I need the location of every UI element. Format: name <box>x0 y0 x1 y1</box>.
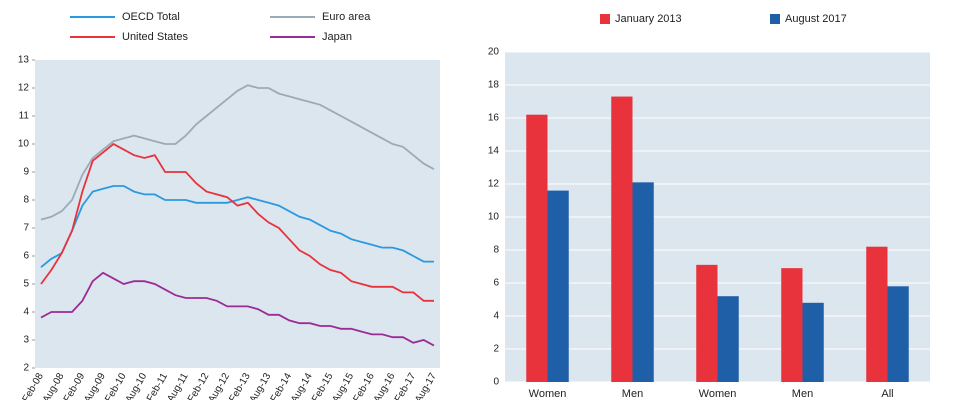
plot-area <box>35 60 440 368</box>
y-tick-label: 4 <box>23 307 29 318</box>
legend-swatch <box>600 14 610 24</box>
x-tick-label: Women <box>699 388 737 400</box>
y-tick-label: 16 <box>488 113 500 124</box>
y-tick-label: 7 <box>23 223 29 234</box>
bar <box>547 190 569 382</box>
legend-label: August 2017 <box>785 13 847 25</box>
line <box>40 185 434 268</box>
y-tick-label: 18 <box>488 80 500 91</box>
bar <box>802 302 824 382</box>
legend-label: United States <box>122 31 189 43</box>
y-tick-label: 12 <box>18 83 30 94</box>
y-tick-label: 10 <box>488 212 500 223</box>
y-tick-label: 3 <box>23 335 29 346</box>
y-tick-label: 10 <box>18 139 30 150</box>
y-tick-label: 11 <box>19 111 30 122</box>
legend-label: January 2013 <box>615 13 682 25</box>
y-tick-label: 5 <box>23 279 29 290</box>
line <box>40 142 434 302</box>
bar <box>781 268 803 382</box>
y-tick-label: 6 <box>23 251 29 262</box>
bar <box>866 246 888 382</box>
x-tick-label: All <box>881 388 893 400</box>
x-tick-label: Women <box>529 388 567 400</box>
y-tick-label: 2 <box>493 344 499 355</box>
x-tick-label: Aug-17 <box>413 371 439 400</box>
x-tick-label: Men <box>792 388 813 400</box>
y-tick-label: 2 <box>23 363 29 374</box>
y-tick-label: 4 <box>493 311 499 322</box>
bar <box>887 286 909 382</box>
y-tick-label: 0 <box>493 377 499 388</box>
legend-swatch <box>770 14 780 24</box>
bar <box>526 114 548 382</box>
y-tick-label: 14 <box>488 146 500 157</box>
legend-label: OECD Total <box>122 11 180 23</box>
legend-label: Japan <box>322 31 352 43</box>
y-tick-label: 12 <box>488 179 500 190</box>
bar <box>717 296 739 382</box>
line <box>40 84 435 221</box>
y-tick-label: 9 <box>23 167 29 178</box>
y-tick-label: 8 <box>23 195 29 206</box>
y-tick-label: 20 <box>488 47 500 58</box>
x-tick-label: Men <box>622 388 643 400</box>
y-tick-label: 6 <box>493 278 499 289</box>
bar <box>611 96 633 383</box>
legend-label: Euro area <box>322 11 371 23</box>
bar <box>696 264 718 382</box>
y-tick-label: 13 <box>18 55 30 66</box>
y-tick-label: 8 <box>493 245 499 256</box>
line <box>40 271 435 347</box>
bar <box>632 182 654 382</box>
